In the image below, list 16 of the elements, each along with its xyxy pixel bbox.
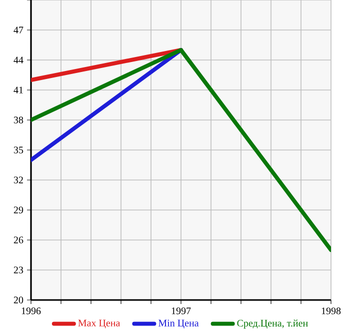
legend-label: Сред.Цена, т.йен xyxy=(237,320,308,329)
x-tick-label: 1997 xyxy=(172,308,191,314)
x-tick-label: 1996 xyxy=(22,308,41,314)
legend-label: Min Цена xyxy=(158,320,199,328)
y-tick-label: 32 xyxy=(14,176,23,184)
y-tick-label: 20 xyxy=(14,296,24,304)
y-tick-label: 44 xyxy=(14,56,24,64)
legend-label: Max Цена xyxy=(78,320,120,328)
y-tick-label: 38 xyxy=(14,116,24,124)
y-tick-label: 35 xyxy=(14,146,24,154)
x-tick-label: 1998 xyxy=(322,308,341,314)
y-tick-label: 29 xyxy=(14,206,24,214)
y-tick-label: 41 xyxy=(14,86,23,94)
y-tick-label: 26 xyxy=(14,236,24,244)
y-tick-label: 47 xyxy=(14,26,24,34)
y-tick-label: 23 xyxy=(14,266,24,274)
